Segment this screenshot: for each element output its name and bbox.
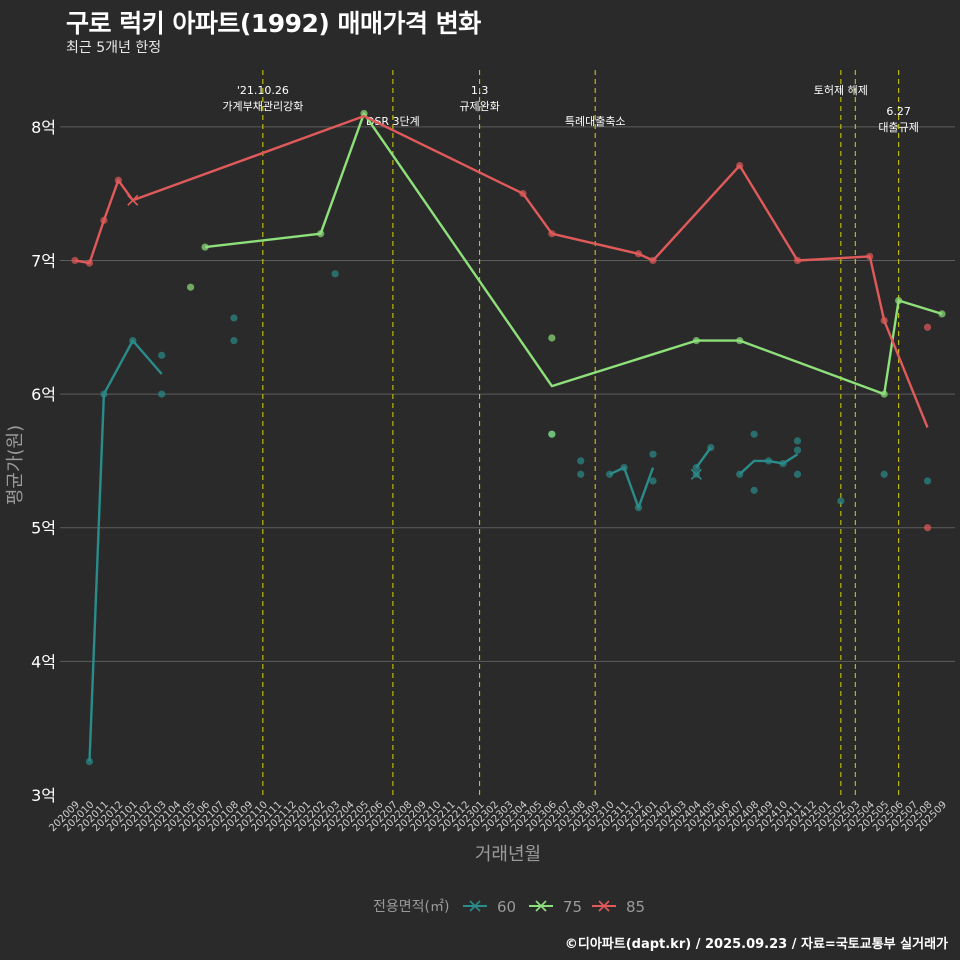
legend-swatch-cross (535, 900, 547, 912)
series-line (88, 339, 163, 762)
data-point (158, 390, 166, 398)
chart-subtitle: 최근 5개년 한정 (66, 40, 162, 56)
series-line (74, 114, 929, 428)
event-label: 규제완화 (459, 100, 499, 113)
data-point (85, 757, 94, 766)
event-label: 가계부채관리강화 (222, 100, 303, 113)
event-label: 특례대출축소 (565, 115, 626, 128)
legend-label: 75 (563, 898, 582, 916)
data-point (923, 524, 932, 532)
data-point (606, 470, 614, 478)
y-tick-label: 5억 (31, 519, 56, 538)
data-point (634, 250, 643, 258)
data-point (230, 314, 238, 322)
data-point (793, 256, 802, 265)
data-point (938, 310, 946, 318)
data-point (649, 450, 657, 458)
data-point (201, 243, 209, 251)
y-tick-labels: 3억 4억 5억 6억 7억 8억 (31, 118, 56, 805)
data-point (85, 259, 94, 267)
data-point (736, 161, 744, 170)
series-group (71, 109, 946, 766)
event-label: '21.10.26 (237, 84, 289, 97)
data-point (649, 256, 657, 265)
series-line (695, 446, 712, 469)
data-point (548, 230, 556, 238)
event-label: 1.3 (471, 84, 489, 97)
data-point (649, 477, 657, 485)
y-tick-label: 7억 (31, 251, 56, 270)
data-point (923, 323, 932, 331)
data-point (779, 459, 787, 468)
data-point (548, 430, 556, 438)
y-axis-title: 평균가(원) (5, 425, 26, 505)
data-point (880, 470, 888, 478)
data-point (634, 504, 643, 512)
data-point (923, 477, 932, 485)
cross-point (127, 194, 139, 206)
series-60 (85, 270, 932, 766)
data-point (187, 283, 195, 291)
data-point (519, 190, 527, 198)
data-point (230, 337, 238, 345)
data-point (707, 443, 715, 452)
series-75 (187, 109, 946, 438)
data-point (129, 337, 137, 345)
legend-title: 전용면적(㎡) (373, 899, 449, 915)
data-point (750, 486, 758, 494)
data-point (158, 351, 166, 359)
data-point (736, 337, 744, 345)
chart-title: 구로 럭키 아파트(1992) 매매가격 변화 (66, 9, 481, 38)
y-tick-label: 3억 (31, 786, 56, 805)
legend-label: 60 (497, 898, 516, 916)
source-caption: ©디아파트(dapt.kr) / 2025.09.23 / 자료=국토교통부 실… (564, 937, 948, 952)
data-point (793, 446, 802, 454)
data-point (360, 109, 368, 118)
data-point (577, 470, 585, 478)
data-point (765, 457, 773, 465)
data-point (895, 296, 903, 305)
data-point (331, 270, 339, 278)
legend-label: 85 (626, 898, 645, 916)
y-tick-label: 6억 (31, 385, 56, 404)
data-point (100, 390, 108, 398)
x-tick-labels: 2020092020102020112020122021012021022021… (47, 799, 949, 834)
x-axis-title: 거래년월 (475, 844, 541, 865)
data-point (317, 230, 325, 238)
data-point (793, 470, 802, 478)
data-point (736, 470, 744, 478)
grid-lines (60, 126, 955, 662)
data-point (692, 463, 700, 472)
y-tick-label: 8억 (31, 118, 56, 137)
data-point (793, 437, 802, 445)
event-label: 토허제 해제 (814, 83, 868, 97)
data-point (114, 176, 122, 184)
cross-point (690, 468, 702, 480)
series-line (204, 112, 943, 396)
data-point (620, 463, 628, 472)
event-label: 6.27 (886, 105, 911, 118)
data-point (837, 497, 845, 505)
y-tick-label: 4억 (31, 652, 56, 671)
event-label: 대출규제 (878, 121, 918, 134)
legend-swatch-cross (598, 900, 610, 912)
data-point (866, 252, 874, 261)
data-point (692, 337, 700, 345)
legend-swatch-cross (469, 900, 481, 912)
data-point (100, 216, 108, 224)
data-point (880, 316, 888, 325)
data-point (71, 256, 79, 265)
series-line (609, 466, 655, 509)
data-point (750, 430, 758, 438)
data-point (577, 457, 585, 465)
legend: 전용면적(㎡) 60 75 85 (373, 898, 645, 916)
data-point (880, 390, 888, 398)
series-85 (71, 114, 932, 532)
data-point (548, 334, 556, 342)
